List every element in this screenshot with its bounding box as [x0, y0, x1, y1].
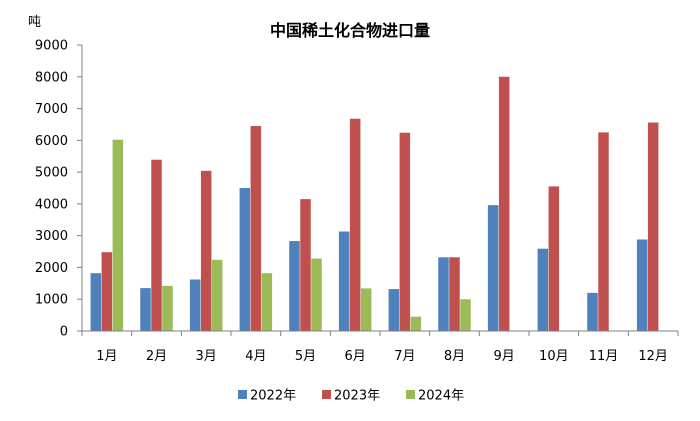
legend: 2022年 2023年 2024年 — [238, 389, 464, 404]
bar-2022年-2月 — [140, 288, 151, 331]
bar-2022年-12月 — [636, 239, 648, 331]
legend-swatch — [406, 390, 415, 399]
bar-2022年-4月 — [239, 188, 251, 331]
bar-2023年-2月 — [151, 159, 162, 331]
bar-2024年-3月 — [211, 259, 223, 331]
bar-2023年-4月 — [250, 126, 262, 332]
y-tick-label: 8000 — [35, 70, 68, 85]
y-tick-label: 1000 — [35, 293, 68, 308]
y-tick-label: 2000 — [35, 261, 68, 276]
x-tick-label: 10月 — [539, 349, 569, 364]
bar-2023年-12月 — [647, 122, 659, 331]
bar-2023年-11月 — [598, 132, 609, 331]
bar-2023年-8月 — [449, 257, 460, 331]
y-tick-label: 4000 — [35, 197, 68, 212]
x-tick-label: 8月 — [444, 349, 465, 364]
bar-2023年-3月 — [200, 170, 212, 331]
bar-2022年-6月 — [338, 231, 350, 331]
y-axis-unit: 吨 — [28, 15, 41, 30]
bar-2024年-5月 — [311, 258, 322, 331]
bar-2023年-7月 — [399, 132, 411, 331]
bar-2023年-5月 — [300, 199, 311, 331]
chart-title: 中国稀土化合物进口量 — [270, 21, 430, 40]
bar-2022年-11月 — [587, 292, 598, 331]
y-tick-label: 3000 — [35, 229, 68, 244]
bar-2023年-1月 — [101, 252, 113, 331]
y-tick-label: 5000 — [35, 166, 68, 181]
axes — [77, 44, 679, 336]
x-tick-label: 2月 — [146, 349, 167, 364]
y-axis-ticks: 0 1000 2000 3000 4000 5000 6000 7000 8000 9000 — [35, 39, 68, 340]
x-tick-label: 4月 — [245, 349, 266, 364]
y-tick-label: 9000 — [35, 39, 68, 54]
bar-2023年-10月 — [548, 186, 560, 331]
bars — [90, 76, 659, 332]
bar-2022年-7月 — [388, 289, 400, 331]
legend-swatch — [322, 390, 331, 399]
x-tick-label: 3月 — [196, 349, 217, 364]
y-tick-label: 6000 — [35, 134, 68, 149]
x-axis-labels: 1月 2月 3月 4月 5月 6月 7月 8月 9月 10月 11月 12月 — [96, 349, 668, 364]
bar-2022年-5月 — [289, 241, 300, 331]
bar-2023年-9月 — [498, 76, 510, 332]
x-tick-label: 9月 — [494, 349, 515, 364]
bar-2022年-9月 — [487, 205, 499, 331]
legend-label: 2023年 — [334, 389, 380, 404]
bar-2023年-6月 — [349, 118, 361, 331]
bar-2024年-6月 — [360, 288, 372, 331]
bar-2024年-1月 — [112, 139, 124, 331]
bar-2024年-8月 — [460, 299, 471, 331]
bar-2022年-10月 — [537, 248, 549, 331]
legend-swatch — [238, 390, 247, 399]
x-tick-label: 12月 — [638, 349, 668, 364]
x-tick-label: 11月 — [589, 349, 619, 364]
y-tick-label: 0 — [60, 325, 68, 340]
bar-2024年-2月 — [162, 285, 173, 331]
bar-2024年-4月 — [261, 273, 273, 331]
x-tick-label: 1月 — [96, 349, 117, 364]
bar-2022年-8月 — [438, 257, 449, 331]
x-tick-label: 5月 — [295, 349, 316, 364]
x-tick-label: 7月 — [394, 349, 415, 364]
x-tick-label: 6月 — [345, 349, 366, 364]
y-tick-label: 7000 — [35, 102, 68, 117]
bar-2022年-3月 — [189, 279, 201, 331]
bar-2024年-7月 — [410, 316, 422, 331]
legend-label: 2024年 — [418, 389, 464, 404]
legend-label: 2022年 — [250, 389, 296, 404]
bar-2022年-1月 — [90, 273, 102, 331]
